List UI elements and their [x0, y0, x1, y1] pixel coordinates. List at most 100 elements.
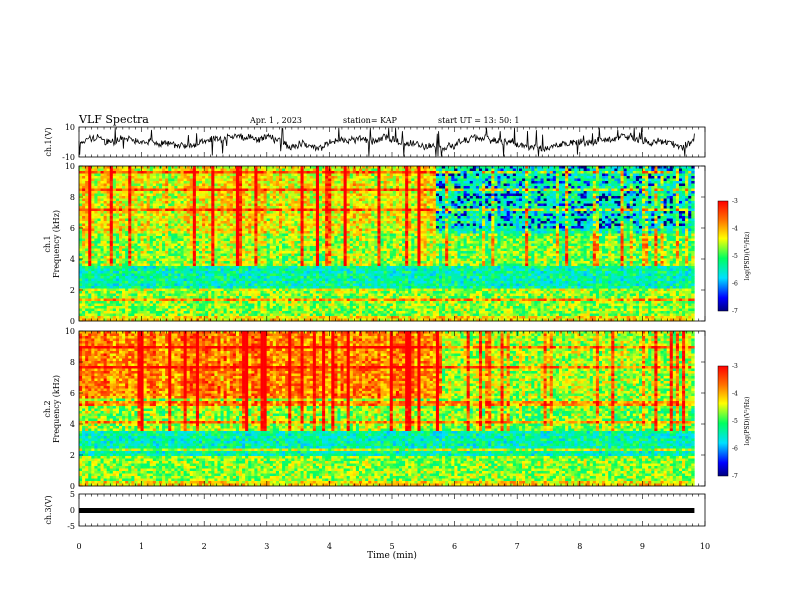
ch1-spec-cell [211, 278, 215, 282]
ch1-spec-cell [202, 311, 206, 314]
ch1-spec-cell [285, 266, 289, 269]
ch1-spec-cell [149, 168, 154, 172]
ch1-spec-cell [195, 223, 200, 227]
ch1-spec-cell [97, 203, 101, 207]
ch1-spec-cell [242, 211, 246, 214]
ch1-spec-cell [260, 173, 264, 177]
ch1-spec-cell [291, 306, 295, 309]
ch1-spec-cell [155, 316, 160, 319]
ch1-spec-cell [100, 308, 104, 312]
ch1-spec-cell [137, 271, 141, 274]
ch1-spec-cell [94, 213, 98, 217]
ch1-spec-cell [79, 213, 83, 217]
ch1-spec-cell [88, 273, 92, 277]
ch1-spec-cell [198, 181, 203, 184]
ch1-spec-cell [263, 313, 267, 317]
ch1-spec-cell [82, 251, 86, 254]
ch1-spec-cell [183, 171, 187, 174]
ch1-spec-cell [229, 216, 234, 219]
ch1-spec-cell [291, 273, 295, 277]
ch1-spec-cell [257, 253, 261, 257]
ch1-spec-cell [109, 193, 114, 197]
ch1-spec-cell [189, 181, 194, 184]
ch1-spec-cell [149, 288, 154, 292]
ch1-spec-cell [155, 171, 160, 174]
ch1-spec-cell [180, 223, 184, 227]
ch1-spec-cell [275, 166, 280, 169]
ch1-spec-cell [198, 176, 203, 179]
ch1-spec-cell [272, 233, 277, 237]
ch1-spec-cell [85, 236, 89, 239]
ch1-spec-cell [297, 166, 301, 169]
ch1-spec-cell [119, 291, 123, 294]
ch1-spec-cell [254, 166, 258, 169]
ch1-spec-cell [309, 296, 314, 299]
ch1-spec-cell [177, 208, 181, 212]
ch1-spec-cell [235, 266, 240, 269]
ch1-spec-cell [183, 246, 187, 249]
ch1-spec-cell [297, 176, 301, 179]
ch1-spec-cell [131, 178, 135, 182]
ch1-spec-cell [223, 198, 227, 202]
ch1-spec-cell [174, 246, 178, 249]
ch1-spec-cell [251, 193, 255, 197]
ch1-spec-cell [79, 241, 83, 244]
ch1-spec-cell [109, 258, 114, 262]
ch1-spec-cell [171, 198, 175, 202]
ch1-spec-cell [294, 268, 298, 272]
ch1-spec-cell [137, 261, 141, 264]
ch1-spec-cell [297, 231, 301, 234]
ch1-spec-cell [165, 198, 169, 202]
ch1-spec-cell [152, 311, 157, 314]
ch1-spec-cell [186, 283, 191, 287]
ch1-spec-cell [159, 166, 163, 169]
ch1-spec-cell [146, 253, 151, 257]
ch1-spec-cell [103, 288, 107, 292]
ch1-spec-cell [155, 213, 160, 217]
ch1-spec-cell [263, 318, 267, 322]
ch1-spec-cell [109, 301, 114, 304]
ch1-spec-cell [254, 216, 258, 219]
ch1-spec-cell [229, 316, 234, 319]
ch1-spec-cell [232, 308, 237, 312]
ch1-spec-cell [202, 201, 206, 204]
ch1-spec-cell [288, 203, 292, 207]
ch1-spec-cell [297, 306, 301, 309]
ch1-spec-cell [269, 206, 274, 209]
ch1-spec-cell [192, 211, 197, 214]
ch1-spec-cell [251, 178, 255, 182]
ch1-spec-cell [134, 208, 138, 212]
ch1-spec-cell [97, 316, 101, 319]
ch1-spec-cell [198, 186, 203, 189]
ch1-spec-cell [171, 258, 175, 262]
ch1-spec-cell [214, 238, 218, 242]
ch1-spec-cell [251, 241, 255, 244]
ch1-spec-cell [88, 188, 92, 192]
ch1-spec-cell [180, 231, 184, 234]
ch1-spec-cell [263, 246, 267, 249]
ch1-spec-cell [165, 218, 169, 222]
ch1-spec-cell [82, 253, 86, 257]
ch1-spec-cell [119, 186, 123, 189]
ch1-spec-cell [205, 306, 209, 309]
ch1-spec-cell [109, 233, 114, 237]
ch1-spec-cell [312, 226, 317, 229]
ch1-spec-cell [232, 238, 237, 242]
ch1-spec-cell [103, 171, 107, 174]
station-label: station= KAP [343, 116, 398, 125]
ch1-spec-cell [232, 301, 237, 304]
ch1-spec-cell [143, 276, 147, 279]
ch1-spec-cell [278, 226, 283, 229]
ch1-spec-cell [251, 278, 255, 282]
ch1-spec-cell [303, 281, 307, 284]
ch1-spec-cell [100, 173, 104, 177]
ch1-spec-cell [272, 276, 277, 279]
ch1-spec-cell [186, 233, 191, 237]
ch1-spec-cell [312, 266, 317, 269]
ch1-spec-cell [131, 301, 135, 304]
ch1-spec-cell [97, 223, 101, 227]
ch1-spec-cell [85, 173, 89, 177]
ch1-spec-cell [245, 298, 249, 302]
ch1-spec-cell [155, 241, 160, 244]
ch1-spec-cell [149, 238, 154, 242]
